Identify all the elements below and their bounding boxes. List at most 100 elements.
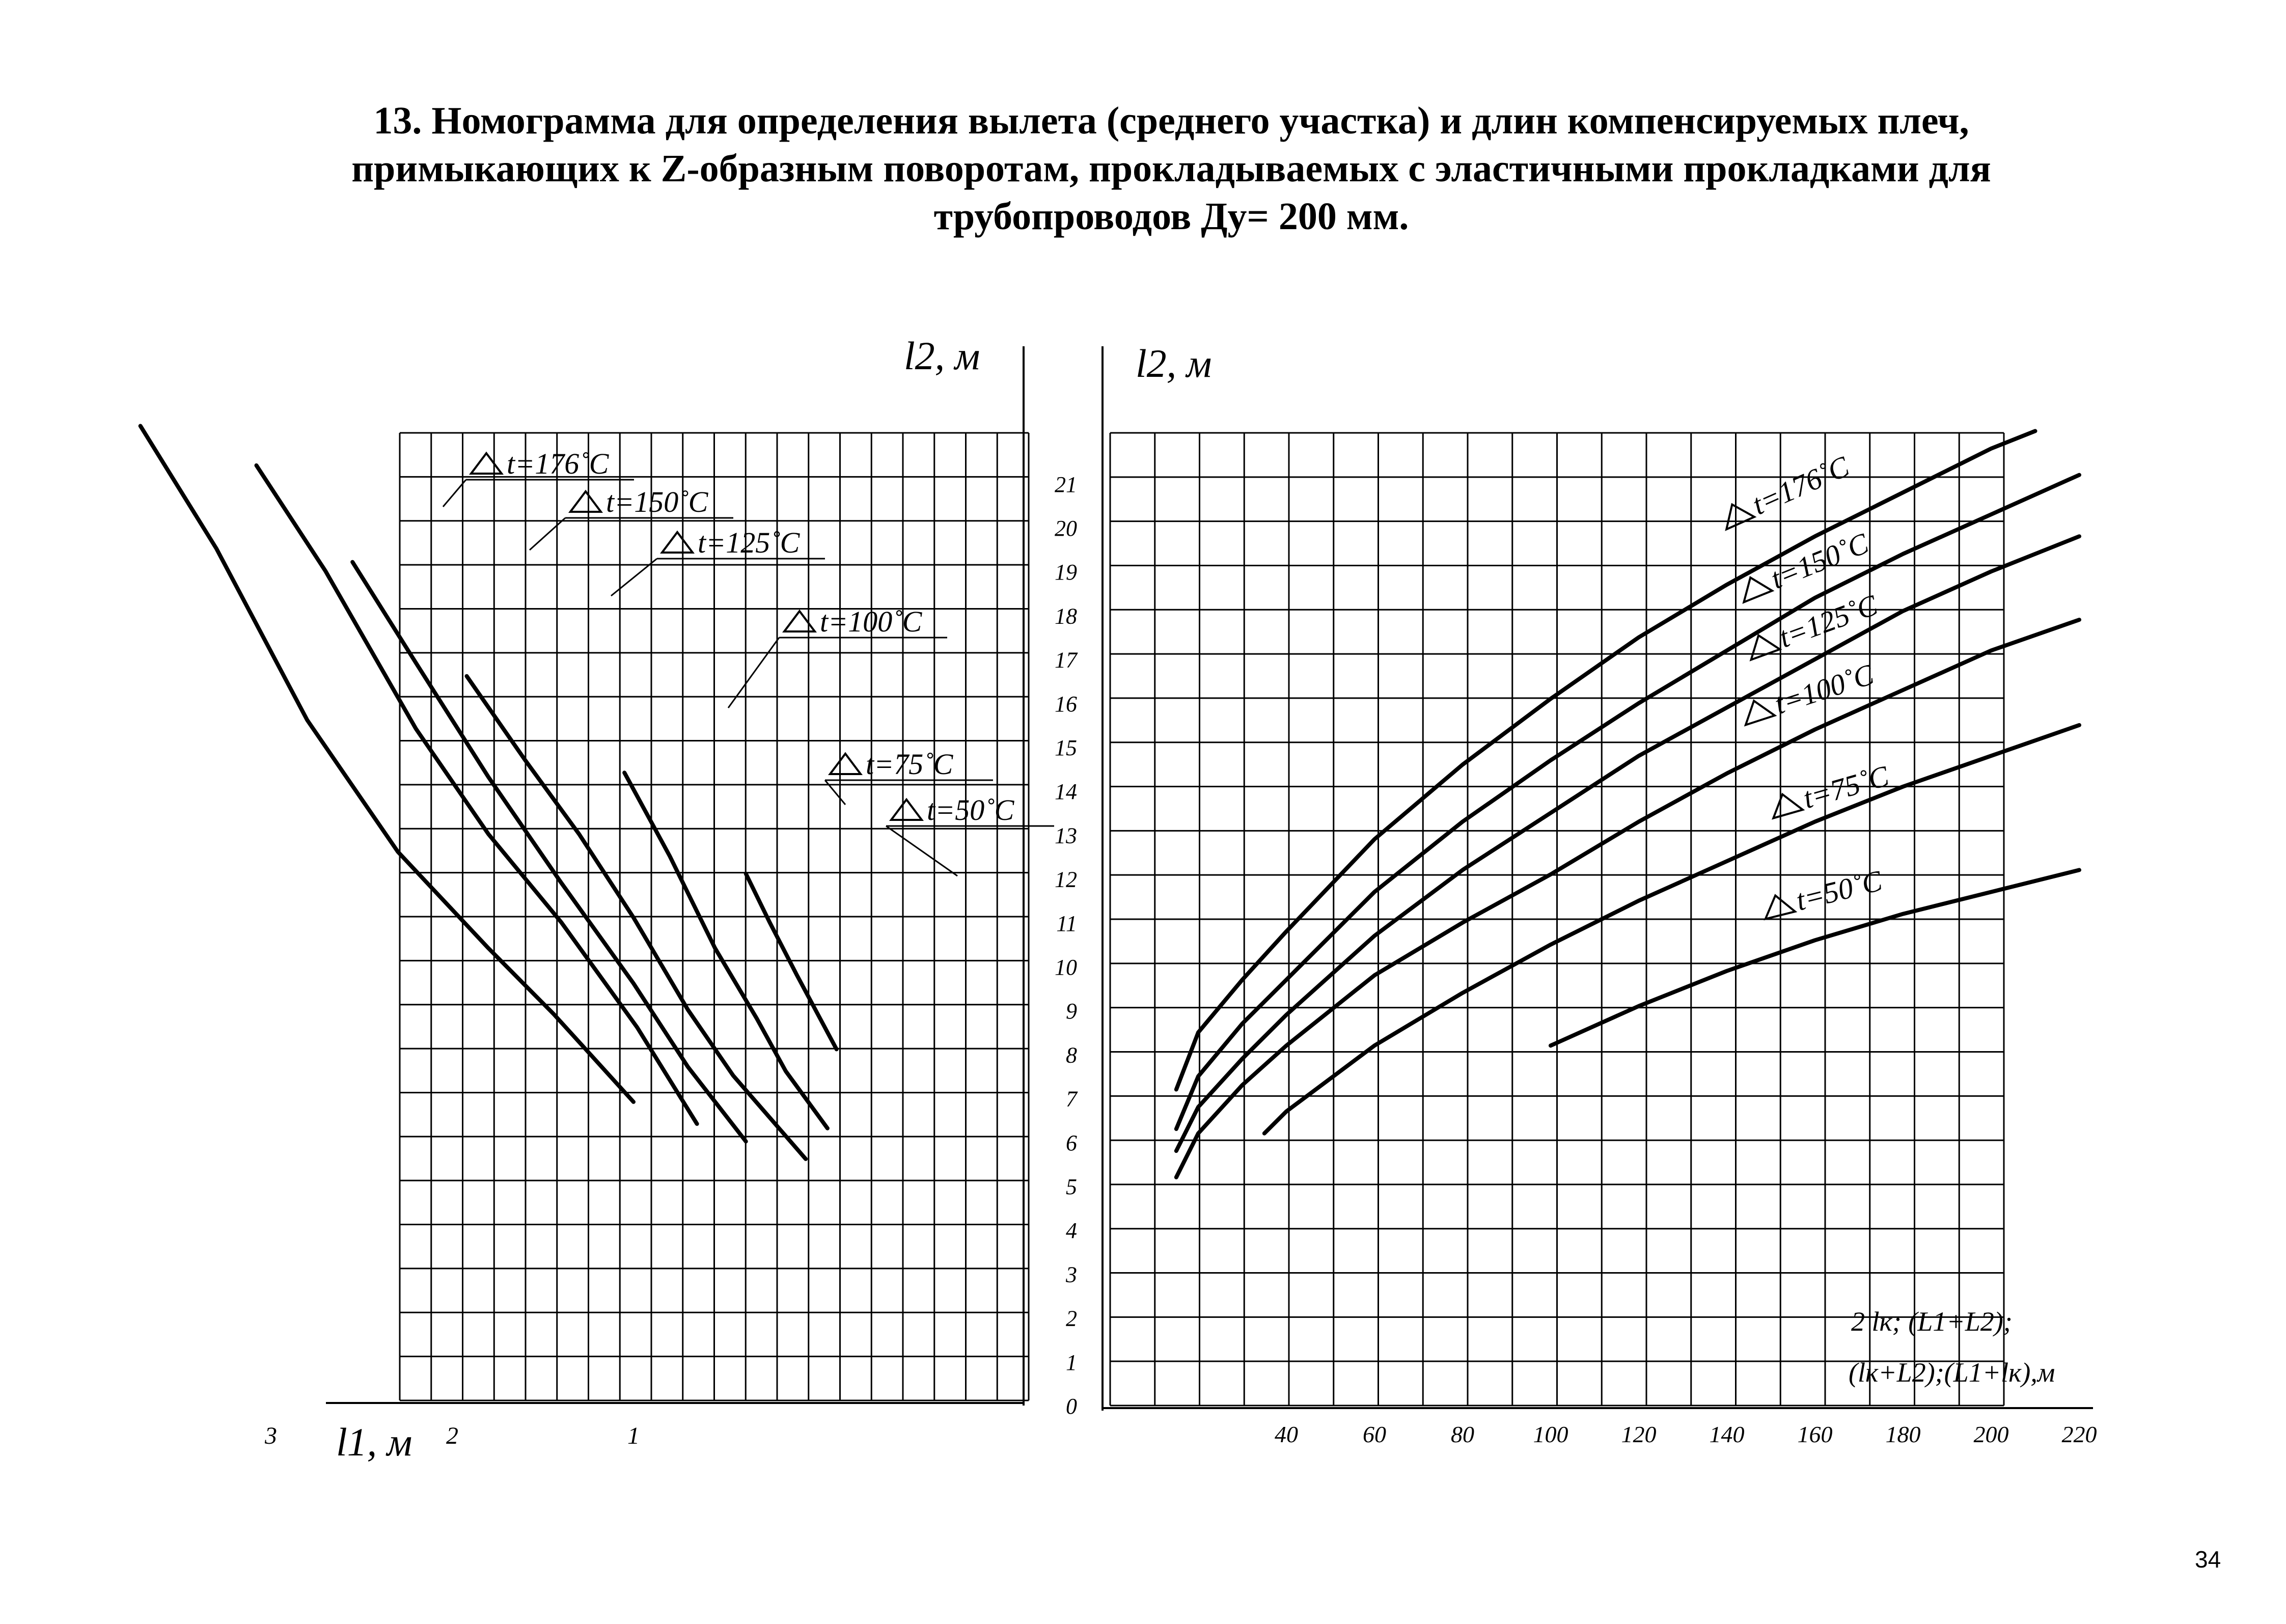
right-y-tick-label: 19 (1055, 560, 1077, 585)
curve-label-text: t=125˚C (698, 526, 801, 559)
right-x-tick-label: 220 (2062, 1421, 2097, 1447)
curve-label-text: t=100˚C (1771, 657, 1879, 721)
right-curve-75 (1262, 723, 2081, 1136)
delta-icon (469, 451, 504, 475)
left-label-75: t=75˚C (824, 748, 993, 805)
right-y-tick-label: 20 (1055, 516, 1077, 541)
right-y-tick-label: 0 (1066, 1394, 1077, 1419)
curve-label-text: t=50˚C (927, 793, 1015, 827)
curve-label-text: t=176˚C (1747, 449, 1855, 521)
left-x-tick-label: 3 (264, 1422, 277, 1449)
right-y-tick-label: 6 (1066, 1131, 1077, 1155)
right-x-tick-label: 60 (1363, 1421, 1386, 1447)
left-label-50: t=50˚C (886, 793, 1054, 877)
right-y-tick-label: 10 (1055, 955, 1077, 980)
left-label-176: t=176˚C (442, 447, 634, 507)
curve-label-text: t=75˚C (866, 748, 954, 781)
right-y-tick-label: 18 (1055, 603, 1077, 628)
label-leader (727, 637, 780, 708)
right-y-tick-label: 5 (1066, 1174, 1077, 1199)
curve-label-text: t=150˚C (1766, 526, 1874, 595)
left-x-tick-label: 2 (446, 1422, 458, 1449)
right-y-tick-label: 3 (1065, 1262, 1077, 1287)
right-y-tick-label: 8 (1066, 1042, 1077, 1067)
delta-icon (1772, 792, 1805, 820)
left-grid (326, 346, 1030, 1406)
delta-icon (1749, 634, 1782, 662)
right-x-tick-label: 120 (1621, 1421, 1657, 1447)
right-y-tick-label: 16 (1055, 692, 1077, 717)
label-leader (611, 558, 657, 597)
right-x-tick-label: 100 (1533, 1421, 1568, 1447)
title-line-1: 13. Номограмма для определения вылета (с… (373, 99, 1969, 142)
left-curve-125 (350, 560, 748, 1144)
curve-label-text: t=150˚C (606, 485, 709, 518)
delta-icon (1764, 894, 1798, 921)
right-label-50: t=50˚C (1764, 864, 1886, 921)
right-y-tick-label: 15 (1055, 735, 1077, 760)
left-x-axis-label: l1, м (336, 1420, 412, 1464)
left-label-150: t=150˚C (529, 485, 733, 551)
right-x-tick-label: 80 (1451, 1421, 1474, 1447)
delta-icon (1742, 576, 1775, 604)
right-y-tick-label: 11 (1056, 911, 1077, 936)
right-curve-50 (1549, 868, 2081, 1048)
right-curve-100 (1174, 618, 2081, 1179)
right-y-tick-label: 13 (1055, 823, 1077, 848)
left-curve-150 (254, 463, 699, 1126)
left-curve-100 (464, 674, 808, 1161)
right-x-ticks: 40 60 80 100 120 140 160 180 200 220 (1275, 1421, 2097, 1447)
delta-icon (1744, 699, 1777, 727)
right-curves (1174, 429, 2081, 1179)
label-leader (529, 517, 566, 551)
right-y-tick-label: 17 (1055, 648, 1078, 673)
right-label-100: t=100˚C (1744, 657, 1879, 727)
right-y-axis-label: l2, м (1136, 341, 1211, 386)
right-y-tick-label: 14 (1055, 779, 1077, 804)
right-x-tick-label: 40 (1275, 1421, 1298, 1447)
delta-icon (1725, 503, 1757, 531)
delta-icon (889, 797, 924, 821)
title-line-3: трубопроводов Ду= 200 мм. (933, 195, 1409, 238)
right-curve-176 (1174, 429, 2037, 1092)
right-x-tick-label: 200 (1974, 1421, 2009, 1447)
right-curve-150 (1174, 473, 2081, 1131)
curve-label-text: t=75˚C (1799, 759, 1893, 815)
right-x-tick-label: 180 (1886, 1421, 1921, 1447)
right-y-tick-label: 12 (1055, 867, 1077, 892)
curve-label-text: t=176˚C (507, 447, 610, 480)
right-y-tick-label: 2 (1066, 1306, 1077, 1331)
delta-icon (828, 752, 863, 775)
page-number: 34 (2195, 1546, 2221, 1573)
right-x-tick-label: 160 (1798, 1421, 1833, 1447)
right-y-tick-label: 7 (1066, 1087, 1078, 1112)
right-y-tick-label: 9 (1066, 999, 1077, 1024)
right-curve-125 (1174, 534, 2081, 1153)
label-leader (886, 825, 958, 877)
right-y-tick-label: 21 (1055, 472, 1077, 497)
right-x-axis-label-line-1: 2 lк; (L1+L2); (1851, 1306, 2013, 1337)
right-grid (1101, 346, 2093, 1411)
left-curve-75 (622, 770, 830, 1131)
curve-label-text: t=125˚C (1775, 588, 1883, 654)
left-x-tick-label: 1 (627, 1422, 640, 1449)
label-leader (442, 479, 467, 507)
left-curve-176 (138, 424, 636, 1104)
right-x-tick-label: 140 (1710, 1421, 1745, 1447)
left-y-axis-label: l2, м (904, 334, 980, 378)
label-leader (824, 780, 846, 805)
title-line-2: примыкающих к Z-образным поворотам, прок… (351, 147, 1991, 190)
left-x-ticks: 3 2 1 (264, 1422, 640, 1449)
right-y-tick-label: 4 (1066, 1218, 1077, 1243)
right-x-axis-label-line-2: (lк+L2);(L1+lк),м (1849, 1357, 2055, 1388)
left-curves (138, 424, 839, 1161)
right-y-tick-label: 1 (1066, 1350, 1077, 1375)
delta-icon (660, 530, 695, 554)
left-curve-50 (743, 871, 839, 1052)
delta-icon (782, 609, 817, 632)
left-curve-labels: t=176˚C t=150˚C t=125˚C t=100˚C t=75˚C t=50˚C (442, 447, 1054, 877)
